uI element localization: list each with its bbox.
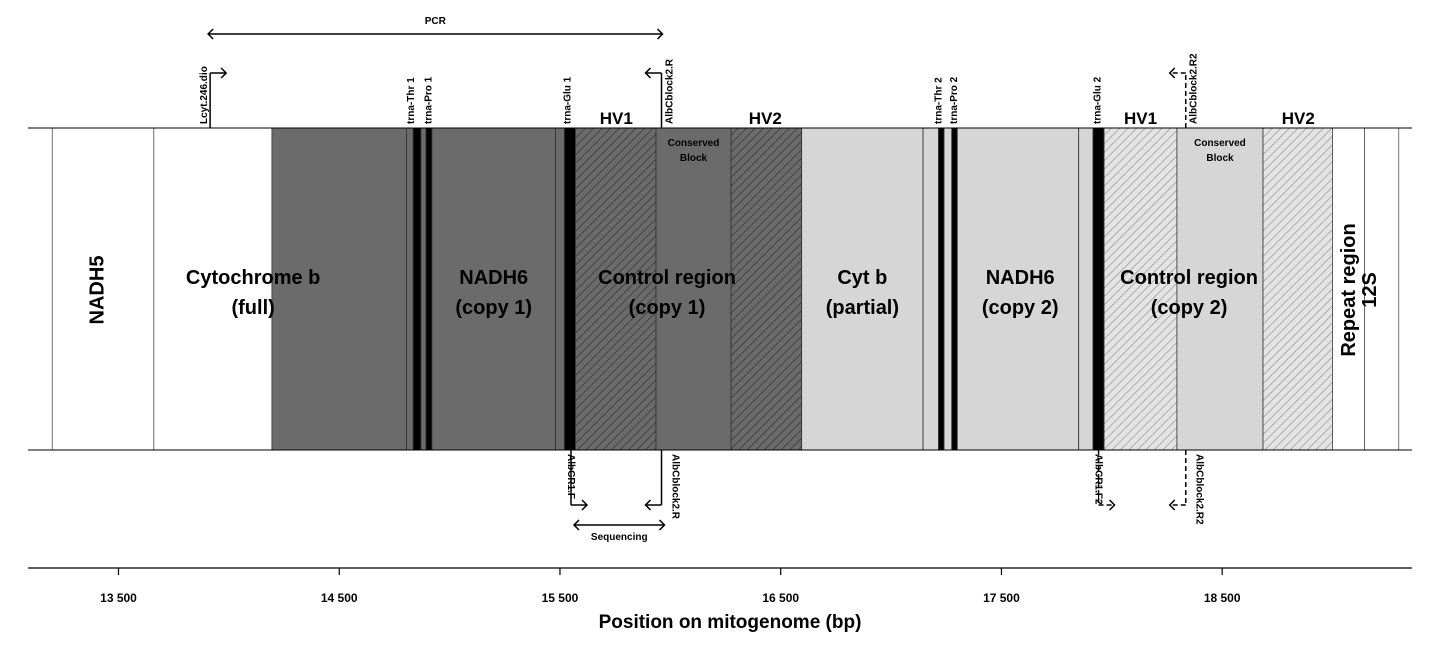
segment-trna-blk-3 (938, 127, 945, 451)
region-label-line2-3: (partial) (826, 297, 899, 319)
segment-trna-blk-2 (425, 127, 433, 451)
conserved-label-line2-1: Block (1206, 153, 1234, 164)
segment-trna-glu-2-gap (1078, 127, 1094, 451)
primer-annotations: Lcyt.246.dio AlbCblock2.R AlbCblock2.R2 Alb… (199, 16, 1205, 543)
genome-segments (51, 127, 1400, 451)
primer-top-arrow-2 (1168, 67, 1176, 79)
axis-tick-label-2: 15 500 (542, 591, 579, 605)
primer-bottom-label-2: AlbCR1.F2 (1093, 454, 1104, 505)
axis-tick-label-4: 17 500 (983, 591, 1020, 605)
sequencing-arrow-head-left (572, 519, 580, 531)
region-label-5: Control region (1120, 267, 1258, 289)
region-label-4: NADH6 (986, 267, 1055, 289)
primer-bottom-arrow-3 (1168, 499, 1176, 511)
primer-bottom-arrow-2 (1109, 499, 1116, 511)
trna-label-0: trna-Thr 1 (406, 77, 417, 124)
segment-trna-thr-2 (922, 127, 939, 451)
primer-bottom-label-1: AlbCblock2.R (670, 454, 681, 520)
region-label-0: Cytochrome b (186, 267, 320, 289)
segment-trna-glu-1 (563, 127, 576, 451)
pcr-arrow-head-right (656, 28, 664, 40)
axis-title: Position on mitogenome (bp) (599, 612, 862, 633)
pcr-label: PCR (425, 16, 447, 27)
position-axis: 13 500 14 500 15 500 16 500 17 500 18 500 Posi… (28, 567, 1412, 633)
region-label-3: Cyt b (837, 267, 887, 289)
segment-trna-glu-1-gap (555, 127, 565, 451)
primer-bottom-arrow-0 (581, 499, 589, 511)
segment-nadh6-2 (956, 127, 1080, 451)
axis-tick-label-3: 16 500 (762, 591, 799, 605)
pcr-arrow-head-left (207, 28, 214, 40)
trna-label-4: trna-Pro 2 (949, 76, 960, 124)
segment-cr1-hv2 (730, 127, 803, 451)
primer-bottom-label-0: AlbCR1.F (565, 454, 576, 499)
region-label-line2-4: (copy 2) (982, 297, 1059, 319)
hv-label-2: HV1 (1124, 109, 1157, 128)
segment-cr2-hv2 (1262, 127, 1333, 451)
primer-top-label-0: Lcyt.246.dio (199, 66, 210, 124)
sequencing-arrow-head-right (658, 519, 666, 531)
primer-top-label-2: AlbCblock2.R2 (1189, 53, 1200, 124)
sequencing-label: Sequencing (591, 532, 648, 543)
region-label-line2-0: (full) (231, 297, 274, 319)
hv-label-1: HV2 (749, 109, 782, 128)
segment-trna-pro-2-gap (943, 127, 953, 451)
region-label-line2-2: (copy 1) (629, 297, 706, 319)
region-label-line2-5: (copy 2) (1151, 297, 1228, 319)
segment-repeat (1332, 127, 1365, 451)
trna-label-3: trna-Thr 2 (934, 77, 945, 124)
genome-frame (28, 127, 1412, 451)
vertical-label-2: 12S (1359, 272, 1381, 308)
segment-trna-thr-1 (406, 127, 414, 451)
segment-cr2-hv1 (1103, 127, 1178, 451)
region-label-line2-1: (copy 1) (455, 297, 532, 319)
segment-nadh5 (51, 127, 155, 451)
primer-top-arrow-1 (644, 67, 652, 79)
trna-label-1: trna-Pro 1 (424, 76, 435, 124)
segment-cytb-full-dark (271, 127, 407, 451)
segment-cr1-hv1 (575, 127, 657, 451)
vertical-label-1: Repeat region (1338, 223, 1360, 356)
segment-cytb-full (153, 127, 273, 451)
segment-trna-pro-1-gap (420, 127, 427, 451)
segment-cr2-cons (1176, 127, 1264, 451)
vertical-label-0: NADH5 (86, 256, 108, 325)
conserved-label-1: Conserved (1194, 138, 1246, 149)
segment-cr1-cons (655, 127, 732, 451)
segment-trna-glu-2 (1092, 127, 1105, 451)
primer-top-label-1: AlbCblock2.R (665, 58, 676, 124)
axis-tick-label-0: 13 500 (100, 591, 137, 605)
conserved-label-line2-0: Block (680, 153, 708, 164)
segment-trna-blk-4 (951, 127, 958, 451)
segment-cytb-partial (801, 127, 924, 451)
segment-nadh6-1 (431, 127, 556, 451)
region-label-1: NADH6 (459, 267, 528, 289)
axis-tick-label-5: 18 500 (1204, 591, 1241, 605)
hv-label-0: HV1 (600, 109, 633, 128)
axis-tick-label-1: 14 500 (321, 591, 358, 605)
region-label-2: Control region (598, 267, 736, 289)
hv-label-3: HV2 (1282, 109, 1315, 128)
primer-bottom-label-3: AlbCblock2.R2 (1194, 454, 1205, 525)
segment-trna-blk-1 (412, 127, 422, 451)
conserved-label-0: Conserved (668, 138, 720, 149)
trna-label-2: trna-Glu 1 (563, 76, 574, 124)
primer-bottom-arrow-1 (644, 499, 652, 511)
primer-top-arrow-0 (220, 67, 228, 79)
region-labels: Cytochrome b (full) NADH6 (copy 1) Control r… (86, 76, 1381, 356)
trna-label-5: trna-Glu 2 (1092, 76, 1103, 124)
